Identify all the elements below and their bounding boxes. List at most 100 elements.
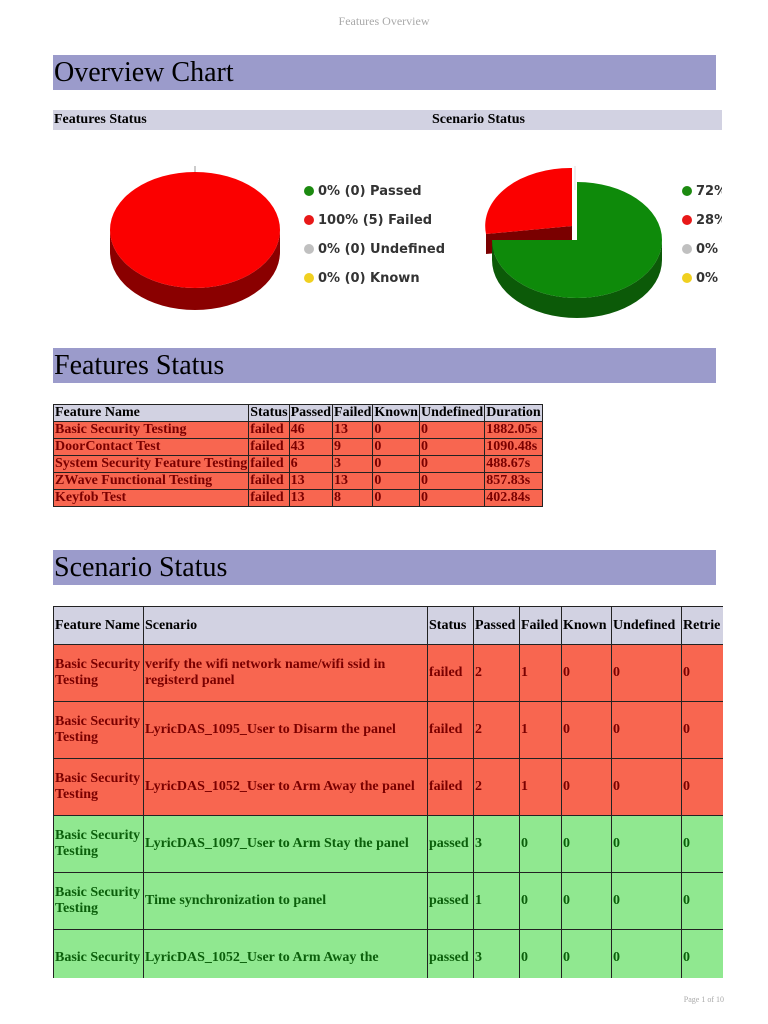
table-cell: Basic Security	[53, 929, 144, 978]
table-cell: Basic Security Testing	[53, 758, 144, 816]
legend-item-failed: 28%	[682, 213, 722, 229]
scenario-pie-svg	[485, 166, 662, 318]
table-row: Basic Security Testing Time synchronizati…	[53, 872, 723, 930]
table-row: Basic Security Testing LyricDAS_1052_User…	[53, 758, 723, 816]
table-header-row: Feature Name Scenario Status Passed Fail…	[53, 606, 723, 645]
table-cell: 1	[519, 644, 562, 702]
legend-item-known: 0% (	[682, 271, 722, 287]
table-cell: 13	[332, 421, 374, 439]
table-cell: 0	[681, 644, 723, 702]
scenario-status-table: Feature Name Scenario Status Passed Fail…	[53, 606, 723, 978]
scenario-pie-slice-passed	[492, 182, 662, 298]
table-cell: 13	[288, 472, 334, 490]
table-cell: 1	[519, 758, 562, 816]
table-row: Basic Security LyricDAS_1052_User to Arm …	[53, 929, 723, 978]
column-header: Known	[372, 404, 420, 422]
table-cell: 857.83s	[484, 472, 543, 490]
gray-dot-icon	[304, 244, 314, 254]
table-cell: 1090.48s	[484, 438, 543, 456]
table-cell: 0	[561, 815, 612, 873]
legend-item-passed: 72%	[682, 184, 722, 200]
legend-item-known: 0% (0) Known	[304, 271, 420, 287]
column-header: Duration	[484, 404, 543, 422]
legend-item-undefined: 0% (	[682, 242, 722, 258]
column-header: Undefined	[611, 606, 682, 645]
table-cell: failed	[427, 644, 474, 702]
table-cell: Basic Security Testing	[53, 644, 144, 702]
legend-item-passed: 0% (0) Passed	[304, 184, 422, 200]
table-cell: 0	[611, 815, 682, 873]
table-cell: 3	[332, 455, 374, 473]
red-dot-icon	[682, 215, 692, 225]
table-cell: LyricDAS_1052_User to Arm Away the	[143, 929, 428, 978]
features-pie-slice-failed	[110, 172, 280, 288]
table-cell: 0	[372, 472, 420, 490]
table-cell: 0	[561, 701, 612, 759]
table-cell: 2	[473, 701, 520, 759]
features-status-label: Features Status	[54, 112, 147, 127]
table-cell: Keyfob Test	[52, 489, 250, 507]
column-header: Feature Name	[52, 404, 250, 422]
features-status-band: Features Status	[53, 348, 716, 383]
table-cell: passed	[427, 872, 474, 930]
legend-item-undefined: 0% (0) Undefined	[304, 242, 445, 258]
table-cell: 488.67s	[484, 455, 543, 473]
table-row: Basic Security Testing verify the wifi ne…	[53, 644, 723, 702]
column-header: Status	[427, 606, 474, 645]
table-cell: 402.84s	[484, 489, 543, 507]
table-cell: 0	[611, 929, 682, 978]
table-cell: 9	[332, 438, 374, 456]
table-cell: 0	[372, 455, 420, 473]
table-cell: Time synchronization to panel	[143, 872, 428, 930]
table-cell: 1	[473, 872, 520, 930]
table-cell: failed	[248, 438, 290, 456]
table-cell: LyricDAS_1095_User to Disarm the panel	[143, 701, 428, 759]
table-cell: 0	[418, 489, 486, 507]
scenario-table-viewport: Feature Name Scenario Status Passed Fail…	[53, 606, 723, 978]
column-header: Feature Name	[53, 606, 144, 645]
scenario-pie-chart	[480, 150, 670, 320]
table-cell: 0	[418, 438, 486, 456]
scenario-status-title: Scenario Status	[54, 552, 228, 583]
table-cell: 0	[561, 929, 612, 978]
table-cell: System Security Feature Testing	[52, 455, 250, 473]
table-cell: failed	[427, 701, 474, 759]
table-cell: LyricDAS_1052_User to Arm Away the panel	[143, 758, 428, 816]
table-cell: failed	[427, 758, 474, 816]
page-header: Features Overview	[338, 14, 430, 28]
scenario-status-label: Scenario Status	[432, 112, 525, 127]
table-row: Basic Security Testing LyricDAS_1097_User…	[53, 815, 723, 873]
table-cell: failed	[248, 489, 290, 507]
table-cell: 0	[681, 815, 723, 873]
overview-title: Overview Chart	[54, 57, 234, 88]
table-cell: 0	[681, 872, 723, 930]
table-cell: 13	[288, 489, 334, 507]
legend-item-failed: 100% (5) Failed	[304, 213, 432, 229]
overview-band: Overview Chart	[53, 55, 716, 90]
yellow-dot-icon	[682, 273, 692, 283]
page-footer: Page 1 of 10	[683, 995, 724, 1004]
table-cell: DoorContact Test	[52, 438, 250, 456]
features-pie-chart	[100, 150, 300, 320]
table-row: Basic Security Testing failed 46 13 0 0 1882.0…	[52, 421, 543, 439]
table-cell: 0	[561, 872, 612, 930]
green-dot-icon	[304, 186, 314, 196]
table-cell: 0	[681, 701, 723, 759]
table-cell: 0	[611, 758, 682, 816]
table-cell: passed	[427, 815, 474, 873]
table-cell: 0	[519, 815, 562, 873]
scenario-pie-side-passed	[492, 240, 662, 318]
table-cell: 0	[611, 701, 682, 759]
table-cell: passed	[427, 929, 474, 978]
table-cell: LyricDAS_1097_User to Arm Stay the panel	[143, 815, 428, 873]
table-cell: 0	[519, 929, 562, 978]
table-cell: 0	[372, 489, 420, 507]
column-header: Status	[248, 404, 290, 422]
table-cell: 43	[288, 438, 334, 456]
column-header: Passed	[473, 606, 520, 645]
scenario-status-band: Scenario Status	[53, 550, 716, 585]
column-header: Passed	[288, 404, 334, 422]
table-row: Keyfob Test failed 13 8 0 0 402.84s	[52, 489, 543, 507]
table-cell: 0	[418, 472, 486, 490]
column-header: Failed	[332, 404, 374, 422]
